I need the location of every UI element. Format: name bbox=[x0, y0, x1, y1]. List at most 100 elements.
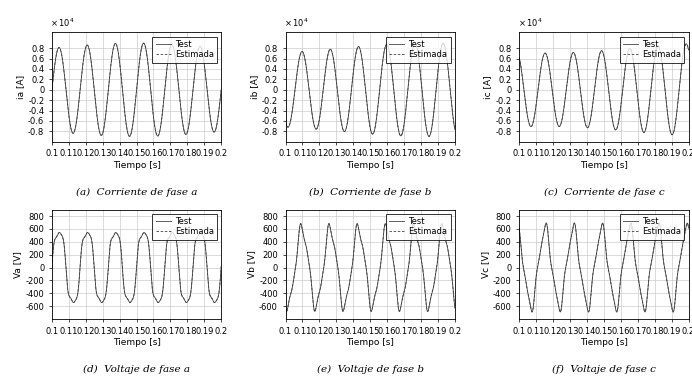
Estimada bbox=[354, 223, 362, 227]
Test bbox=[67, 297, 75, 301]
Legend: Test, Estimada: Test, Estimada bbox=[152, 37, 217, 63]
Test bbox=[668, 133, 676, 137]
Test bbox=[120, 105, 128, 109]
Y-axis label: ib [A]: ib [A] bbox=[250, 75, 259, 99]
Legend: Test, Estimada: Test, Estimada bbox=[152, 214, 217, 240]
Y-axis label: Vb [V]: Vb [V] bbox=[247, 250, 256, 278]
Estimada bbox=[641, 310, 649, 314]
X-axis label: Tiempo [s]: Tiempo [s] bbox=[580, 338, 628, 347]
Test bbox=[311, 309, 319, 314]
Estimada bbox=[515, 226, 523, 230]
Y-axis label: ia [A]: ia [A] bbox=[16, 75, 25, 99]
Estimada bbox=[346, 96, 354, 101]
X-axis label: Tiempo [s]: Tiempo [s] bbox=[346, 161, 394, 170]
Estimada bbox=[534, 260, 543, 265]
Test bbox=[214, 115, 222, 120]
Estimada bbox=[120, 287, 128, 292]
Estimada bbox=[214, 295, 222, 300]
Estimada bbox=[67, 297, 75, 301]
Test bbox=[450, 127, 459, 132]
Test bbox=[354, 223, 362, 227]
Estimada bbox=[311, 309, 319, 314]
Test bbox=[77, 76, 85, 81]
Estimada bbox=[282, 306, 290, 311]
Test bbox=[448, 272, 456, 277]
Estimada bbox=[217, 87, 226, 92]
X-axis label: Tiempo [s]: Tiempo [s] bbox=[580, 161, 628, 170]
Estimada bbox=[545, 238, 553, 242]
Test bbox=[655, 221, 663, 225]
Line: Estimada: Estimada bbox=[519, 223, 689, 312]
Test bbox=[120, 287, 128, 292]
Text: (a)  Corriente de fase a: (a) Corriente de fase a bbox=[76, 188, 197, 197]
Test bbox=[429, 113, 437, 118]
Test bbox=[684, 226, 692, 230]
Test bbox=[429, 285, 437, 290]
Estimada bbox=[681, 228, 689, 233]
Y-axis label: Vc [V]: Vc [V] bbox=[481, 251, 490, 278]
Test bbox=[684, 48, 692, 52]
Text: (d)  Voltaje de fase a: (d) Voltaje de fase a bbox=[83, 365, 190, 374]
Line: Estimada: Estimada bbox=[519, 44, 689, 135]
Estimada bbox=[429, 285, 437, 290]
Test bbox=[214, 295, 222, 300]
Legend: Test, Estimada: Test, Estimada bbox=[386, 37, 450, 63]
Test bbox=[140, 230, 148, 235]
Test bbox=[580, 116, 588, 120]
Test bbox=[301, 57, 309, 61]
Test bbox=[448, 102, 456, 107]
Test bbox=[354, 45, 362, 49]
Test bbox=[67, 127, 75, 132]
Estimada bbox=[120, 105, 128, 109]
Test bbox=[588, 286, 596, 290]
Test bbox=[77, 249, 85, 254]
Estimada bbox=[655, 221, 663, 225]
Test bbox=[113, 44, 121, 48]
Estimada bbox=[580, 116, 588, 120]
Test bbox=[196, 231, 204, 235]
Estimada bbox=[424, 309, 432, 314]
Estimada bbox=[77, 76, 85, 81]
Test bbox=[545, 238, 553, 242]
Estimada bbox=[588, 286, 596, 290]
Y-axis label: ic [A]: ic [A] bbox=[484, 75, 493, 99]
Test bbox=[641, 310, 649, 314]
Estimada bbox=[139, 41, 147, 45]
Estimada bbox=[311, 125, 319, 130]
Test bbox=[48, 87, 56, 92]
Test bbox=[534, 83, 543, 88]
X-axis label: Tiempo [s]: Tiempo [s] bbox=[346, 338, 394, 347]
Estimada bbox=[450, 306, 459, 311]
Estimada bbox=[354, 45, 362, 49]
Estimada bbox=[346, 275, 354, 279]
Estimada bbox=[113, 231, 121, 236]
Test bbox=[545, 62, 553, 66]
Test bbox=[515, 226, 523, 230]
Test bbox=[515, 55, 523, 60]
Test bbox=[663, 280, 671, 284]
Estimada bbox=[425, 134, 433, 139]
Test bbox=[424, 309, 432, 314]
Estimada bbox=[545, 62, 553, 66]
Estimada bbox=[301, 57, 309, 61]
Legend: Test, Estimada: Test, Estimada bbox=[619, 37, 684, 63]
Line: Test: Test bbox=[52, 43, 221, 136]
Estimada bbox=[682, 42, 691, 46]
Line: Test: Test bbox=[52, 233, 221, 303]
Test bbox=[681, 228, 689, 233]
Estimada bbox=[282, 120, 290, 125]
Test bbox=[139, 41, 147, 45]
Test bbox=[411, 41, 419, 45]
Estimada bbox=[437, 221, 446, 226]
Estimada bbox=[217, 264, 226, 269]
Line: Test: Test bbox=[286, 43, 455, 136]
Estimada bbox=[684, 226, 692, 230]
Test bbox=[425, 134, 433, 139]
Test bbox=[301, 239, 309, 243]
Test bbox=[437, 221, 446, 226]
Text: (e)  Voltaje de fase b: (e) Voltaje de fase b bbox=[317, 365, 424, 374]
Estimada bbox=[48, 264, 56, 269]
Test bbox=[450, 306, 459, 311]
Text: $\times\,10^{4}$: $\times\,10^{4}$ bbox=[284, 17, 309, 29]
Estimada bbox=[196, 44, 204, 49]
